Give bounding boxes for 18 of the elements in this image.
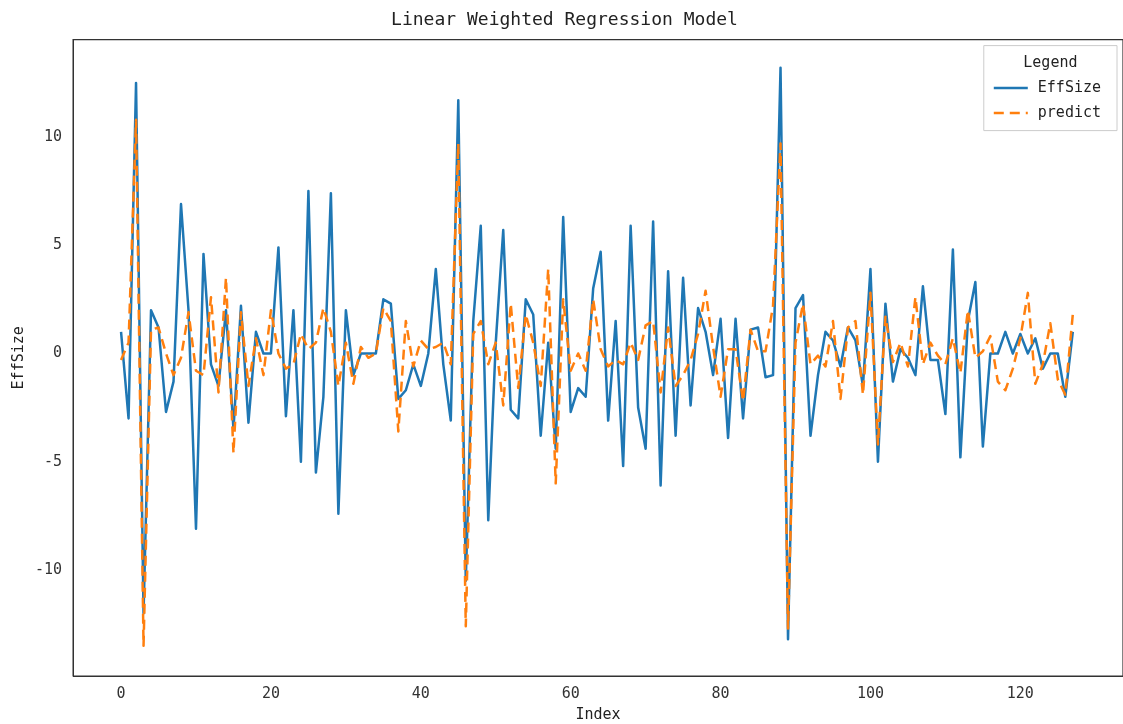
y-tick-label: -10 xyxy=(35,559,63,578)
y-tick-label: 10 xyxy=(44,126,63,145)
chart-title: Linear Weighted Regression Model xyxy=(391,8,738,30)
y-tick-label: -5 xyxy=(44,451,63,470)
x-tick-label: 100 xyxy=(856,683,884,702)
legend-title: Legend xyxy=(1023,52,1078,71)
y-axis-title: EffSize xyxy=(8,326,27,390)
x-tick-label: 0 xyxy=(116,683,126,702)
y-tick-label: 0 xyxy=(53,343,63,362)
x-tick-label: 80 xyxy=(711,683,730,702)
x-axis-title: Index xyxy=(575,704,621,723)
legend-label: predict xyxy=(1037,102,1101,121)
y-tick-label: 5 xyxy=(53,235,63,254)
x-tick-label: 60 xyxy=(561,683,580,702)
x-tick-label: 120 xyxy=(1006,683,1034,702)
x-tick-label: 20 xyxy=(261,683,280,702)
x-tick-label: 40 xyxy=(411,683,430,702)
legend-label: EffSize xyxy=(1037,77,1101,96)
